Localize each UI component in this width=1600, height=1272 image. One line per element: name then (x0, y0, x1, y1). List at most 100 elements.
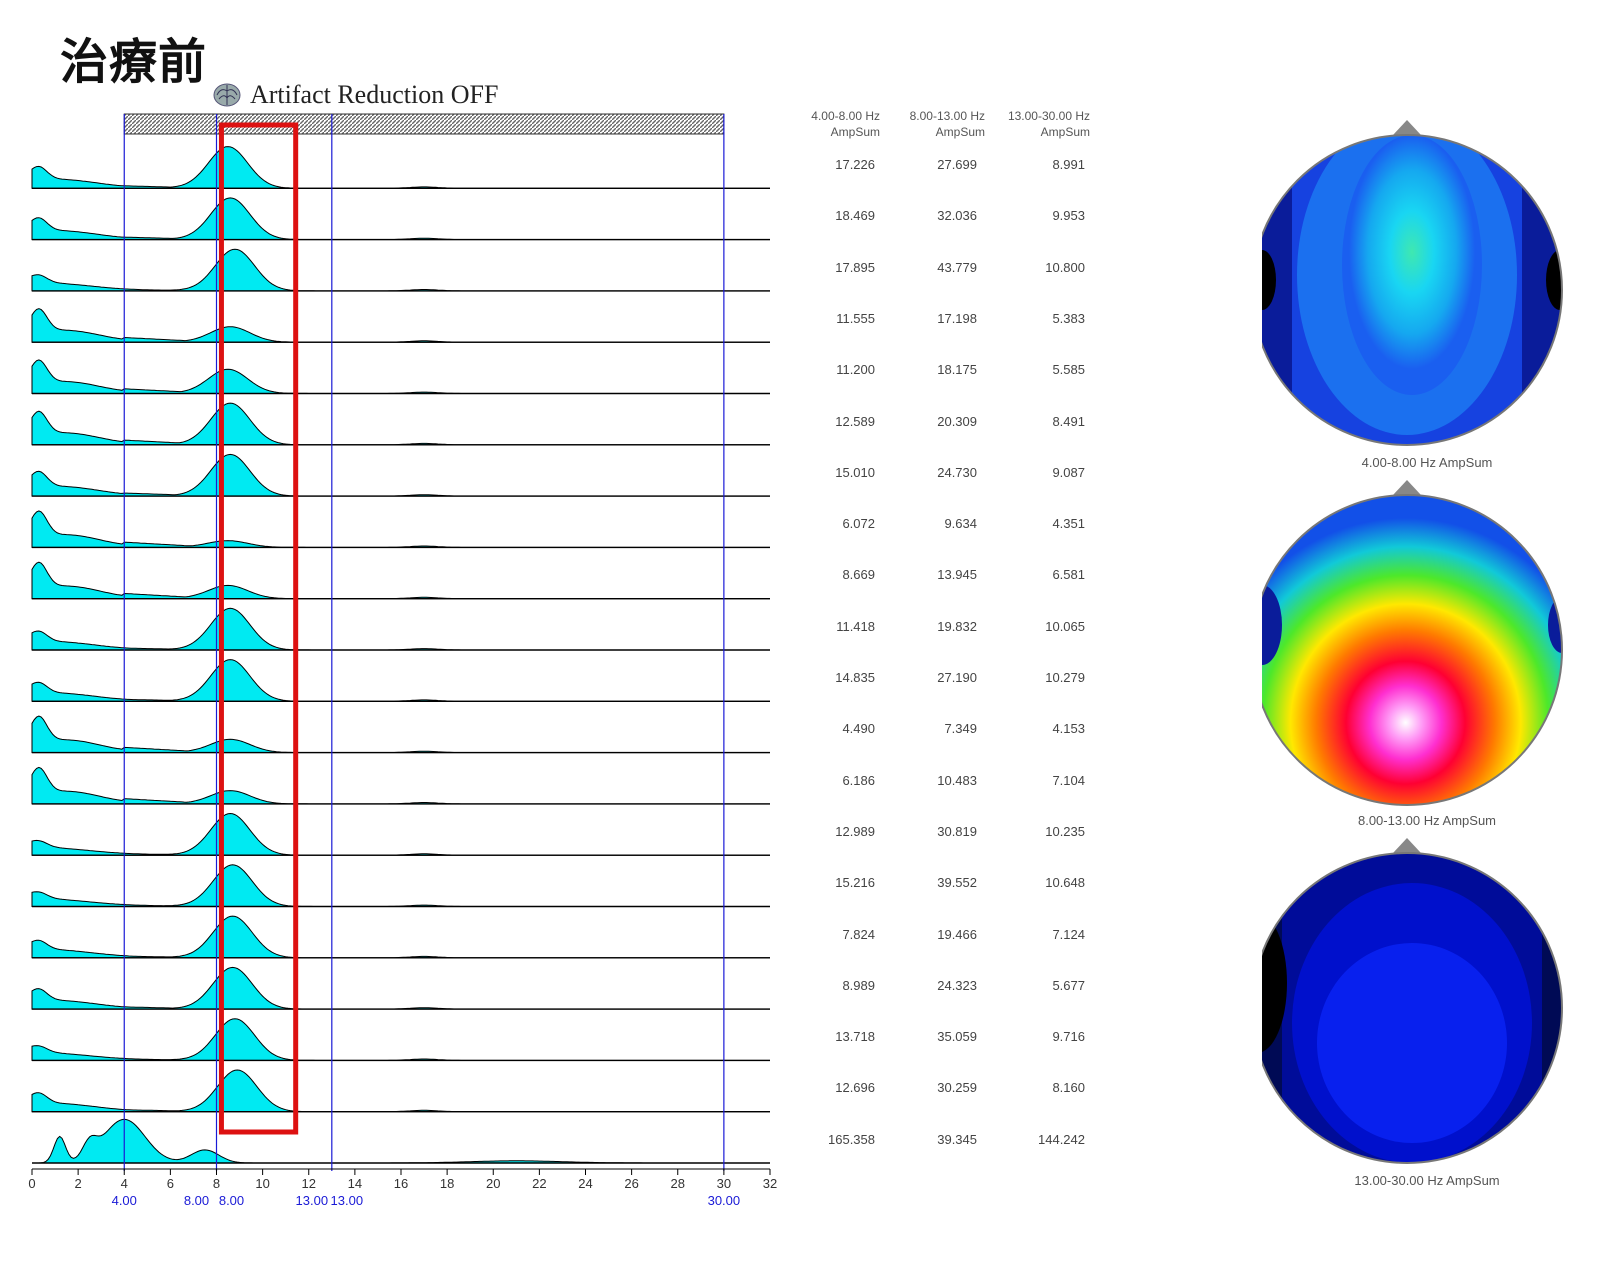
column-header-range: 8.00-13.00 Hz (909, 109, 985, 123)
ampsum-value: 10.800 (1045, 259, 1085, 275)
x-tick-label: 12 (302, 1176, 316, 1191)
ampsum-value: 11.418 (836, 618, 875, 634)
band-marker-label: 8.00 (219, 1193, 244, 1208)
ampsum-value: 27.190 (937, 670, 977, 685)
ampsum-value: 39.552 (937, 875, 977, 891)
ampsum-value: 5.585 (1052, 362, 1085, 378)
topomap-caption: 8.00-13.00 Hz AmpSum (1357, 813, 1497, 828)
ampsum-value: 30.259 (937, 1080, 977, 1096)
ampsum-value: 6.186 (842, 772, 875, 788)
spectrum-channel (31, 248, 770, 292)
x-tick-label: 20 (486, 1176, 500, 1191)
ampsum-value: 10.483 (937, 772, 977, 788)
table-row: 14.835 27.190 10.279 (795, 670, 1115, 690)
ampsum-value: 11.200 (836, 362, 875, 378)
x-tick-label: 0 (28, 1176, 35, 1191)
artifact-reduction-status: Artifact Reduction OFF (212, 80, 498, 110)
ampsum-value: 9.087 (1052, 464, 1085, 480)
ampsum-value: 5.383 (1052, 310, 1085, 326)
ampsum-value: 6.072 (842, 516, 875, 532)
x-tick-label: 32 (763, 1176, 777, 1191)
ampsum-value: 20.309 (937, 413, 977, 429)
brain-icon (213, 83, 241, 107)
spectrum-channel (31, 453, 770, 497)
table-row: 11.555 17.198 5.383 (795, 311, 1115, 331)
spectrum-channel (31, 607, 770, 651)
table-row: 11.200 18.175 5.585 (795, 362, 1115, 382)
band-marker-label: 30.00 (708, 1193, 741, 1208)
ampsum-value: 165.358 (828, 1131, 875, 1147)
alpha-highlight-box (218, 122, 299, 1135)
spectra-chart: 0 2 4 6 8 10 12 14 16 18 20 22 24 26 28 30 324.00 8.00 8.0… (28, 113, 777, 1208)
ampsum-value: 30.819 (937, 823, 977, 839)
column-header-unit: AmpSum (830, 125, 880, 139)
topomap-alpha: 8.00-13.00 Hz AmpSum (1251, 475, 1592, 828)
x-tick-label: 30 (717, 1176, 731, 1191)
ampsum-value: 27.699 (937, 157, 977, 172)
ampsum-value: 14.835 (835, 670, 875, 685)
ampsum-value: 11.555 (836, 310, 875, 326)
x-tick-label: 24 (578, 1176, 592, 1191)
ampsum-value: 17.895 (835, 259, 875, 275)
ampsum-value: 9.716 (1052, 1029, 1085, 1045)
band-marker-label: 4.00 (112, 1193, 137, 1208)
column-header-unit: AmpSum (1040, 125, 1090, 139)
ampsum-value: 7.124 (1052, 926, 1085, 942)
ampsum-value: 8.991 (1052, 157, 1085, 172)
ampsum-value: 15.216 (835, 875, 875, 891)
table-row: 13.718 35.059 9.716 (795, 1029, 1115, 1049)
ampsum-value: 4.351 (1052, 516, 1085, 532)
ampsum-value: 19.466 (937, 926, 977, 942)
ampsum-value: 7.349 (944, 721, 977, 737)
spectrum-channel (31, 766, 770, 805)
ampsum-value: 12.989 (835, 823, 875, 839)
x-tick-label: 2 (75, 1176, 82, 1191)
column-header: 13.00-30.00 Hz AmpSum (985, 108, 1090, 140)
ampsum-value: 18.469 (835, 208, 875, 224)
table-row: 12.589 20.309 8.491 (795, 414, 1115, 434)
ampsum-value: 5.677 (1052, 977, 1085, 993)
spectrum-channel (31, 359, 770, 394)
table-row: 6.186 10.483 7.104 (795, 773, 1115, 793)
ampsum-value: 10.648 (1045, 875, 1085, 891)
x-tick-label: 28 (671, 1176, 685, 1191)
ampsum-value: 9.953 (1052, 208, 1085, 224)
table-row: 17.226 27.699 8.991 (795, 157, 1115, 177)
ampsum-value: 7.824 (842, 926, 875, 942)
column-header-unit: AmpSum (935, 125, 985, 139)
ampsum-value: 24.323 (937, 977, 977, 993)
table-row: 17.895 43.779 10.800 (795, 260, 1115, 280)
spectrum-channel (31, 864, 770, 907)
ampsum-value: 24.730 (937, 464, 977, 480)
ampsum-value: 8.491 (1052, 413, 1085, 429)
ampsum-value: 39.345 (937, 1131, 977, 1147)
ampsum-value: 17.198 (937, 310, 977, 326)
ampsum-value: 8.160 (1052, 1080, 1085, 1096)
x-tick-label: 4 (121, 1176, 128, 1191)
ampsum-value: 8.669 (842, 567, 875, 583)
table-row: 7.824 19.466 7.124 (795, 927, 1115, 947)
ampsum-value: 7.104 (1052, 772, 1085, 788)
table-row: 165.358 39.345 144.242 (795, 1132, 1115, 1152)
spectrum-channel (31, 659, 770, 702)
ampsum-value: 15.010 (835, 464, 875, 480)
column-header-range: 13.00-30.00 Hz (1007, 109, 1090, 123)
page-title: 治療前 (60, 34, 208, 90)
x-tick-label: 10 (255, 1176, 269, 1191)
ampsum-value: 4.153 (1052, 721, 1085, 737)
ampsum-value: 19.832 (937, 618, 977, 634)
spectrum-channel (31, 146, 770, 189)
topomap-caption: 13.00-30.00 Hz AmpSum (1354, 1173, 1500, 1188)
table-row: 12.696 30.259 8.160 (795, 1080, 1115, 1100)
table-row: 6.072 9.634 4.351 (795, 516, 1115, 536)
topomap-theta: 4.00-8.00 Hz AmpSum (1251, 115, 1592, 470)
ampsum-value: 12.696 (835, 1080, 875, 1096)
ampsum-value: 17.226 (835, 157, 875, 172)
band-marker-label: 13.00 (331, 1193, 364, 1208)
spectrum-channel (31, 915, 770, 959)
x-tick-label: 8 (213, 1176, 220, 1191)
ampsum-value: 8.989 (842, 977, 875, 993)
topomap-caption: 4.00-8.00 Hz AmpSum (1361, 455, 1493, 470)
band-marker-label: 13.00 (296, 1193, 329, 1208)
ampsum-value: 144.242 (1038, 1131, 1085, 1147)
